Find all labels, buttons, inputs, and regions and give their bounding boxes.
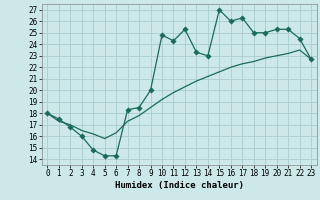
X-axis label: Humidex (Indice chaleur): Humidex (Indice chaleur) [115,181,244,190]
